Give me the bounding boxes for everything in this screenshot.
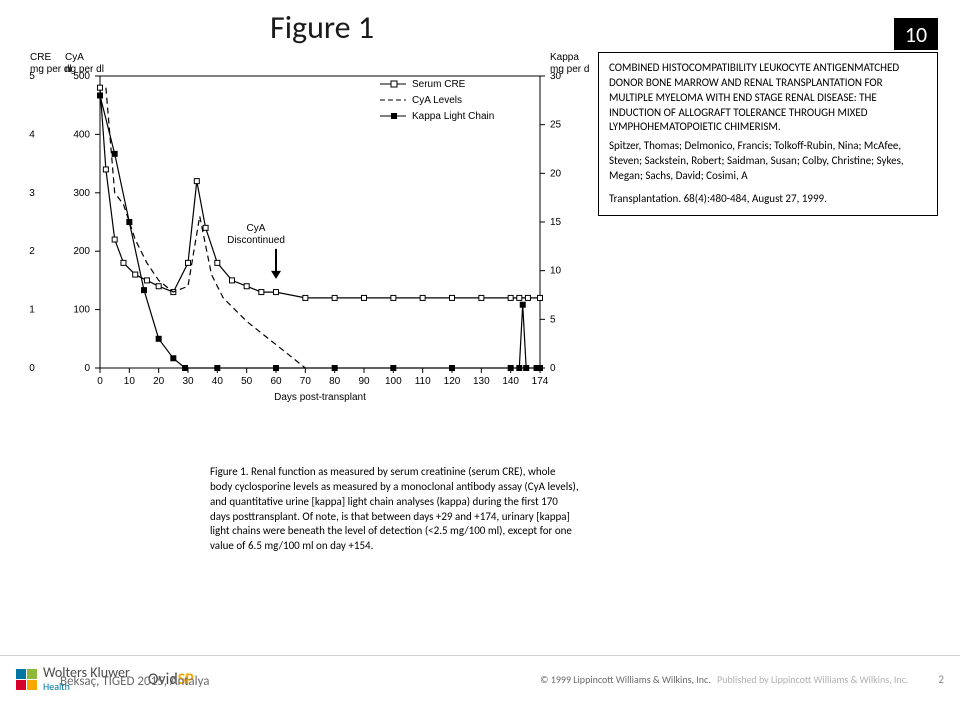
svg-text:CyA: CyA — [247, 223, 266, 234]
svg-text:1: 1 — [29, 305, 35, 316]
svg-text:0: 0 — [550, 363, 556, 374]
svg-text:90: 90 — [358, 376, 370, 387]
wk-tiles-icon — [16, 669, 37, 690]
citation-journal: Transplantation. 68(4):480-484, August 2… — [609, 192, 927, 207]
svg-text:Serum CRE: Serum CRE — [412, 79, 466, 90]
svg-text:Days post-transplant: Days post-transplant — [274, 392, 366, 403]
svg-text:300: 300 — [73, 188, 90, 199]
svg-text:70: 70 — [300, 376, 312, 387]
svg-text:10: 10 — [124, 376, 136, 387]
svg-text:CyA Levels: CyA Levels — [412, 95, 462, 106]
svg-text:100: 100 — [385, 376, 402, 387]
svg-text:200: 200 — [73, 246, 90, 257]
svg-text:120: 120 — [444, 376, 461, 387]
svg-text:30: 30 — [550, 71, 562, 82]
svg-text:130: 130 — [473, 376, 490, 387]
svg-text:5: 5 — [550, 314, 556, 325]
svg-text:20: 20 — [550, 168, 562, 179]
svg-text:Discontinued: Discontinued — [227, 235, 285, 246]
footer-page-number: 2 — [938, 673, 944, 686]
svg-text:30: 30 — [182, 376, 194, 387]
svg-text:CyA: CyA — [65, 52, 84, 63]
svg-text:CRE: CRE — [30, 52, 51, 63]
svg-text:174: 174 — [532, 376, 549, 387]
slide-number-badge: 10 — [894, 18, 938, 50]
svg-text:40: 40 — [212, 376, 224, 387]
svg-text:2: 2 — [29, 246, 35, 257]
copyright-text: © 1999 Lippincott Williams & Wilkins, In… — [540, 673, 711, 686]
svg-text:25: 25 — [550, 120, 562, 131]
overlay-presenter-text: Beksaç, TIGED 2015, Antalya — [60, 674, 210, 689]
citation-box: COMBINED HISTOCOMPATIBILITY LEUKOCYTE AN… — [598, 52, 938, 216]
svg-text:0: 0 — [84, 363, 90, 374]
citation-authors: Spitzer, Thomas; Delmonico, Francis; Tol… — [609, 139, 927, 184]
svg-text:80: 80 — [329, 376, 341, 387]
svg-text:0: 0 — [97, 376, 103, 387]
citation-title: COMBINED HISTOCOMPATIBILITY LEUKOCYTE AN… — [609, 61, 927, 135]
svg-text:500: 500 — [73, 71, 90, 82]
chart-svg: 0102030405060708090100110120130140174Day… — [10, 48, 590, 428]
svg-text:60: 60 — [270, 376, 282, 387]
svg-text:110: 110 — [415, 376, 431, 387]
chart-figure: 0102030405060708090100110120130140174Day… — [10, 48, 590, 428]
svg-text:4: 4 — [29, 129, 35, 140]
svg-text:Kappa Light Chain: Kappa Light Chain — [412, 111, 494, 122]
svg-text:10: 10 — [550, 266, 562, 277]
svg-text:3: 3 — [29, 188, 35, 199]
svg-text:140: 140 — [502, 376, 519, 387]
publisher-text: Published by Lippincott Williams & Wilki… — [717, 673, 908, 686]
svg-text:Kappa: Kappa — [550, 52, 579, 63]
svg-text:0: 0 — [29, 363, 35, 374]
page-title: Figure 1 — [270, 8, 374, 47]
figure-caption: Figure 1. Renal function as measured by … — [210, 465, 580, 554]
svg-text:100: 100 — [73, 305, 90, 316]
svg-text:15: 15 — [550, 217, 562, 228]
footer-copyright: © 1999 Lippincott Williams & Wilkins, In… — [540, 673, 908, 686]
svg-text:20: 20 — [153, 376, 165, 387]
svg-text:400: 400 — [73, 129, 90, 140]
svg-text:5: 5 — [29, 71, 35, 82]
svg-text:50: 50 — [241, 376, 253, 387]
